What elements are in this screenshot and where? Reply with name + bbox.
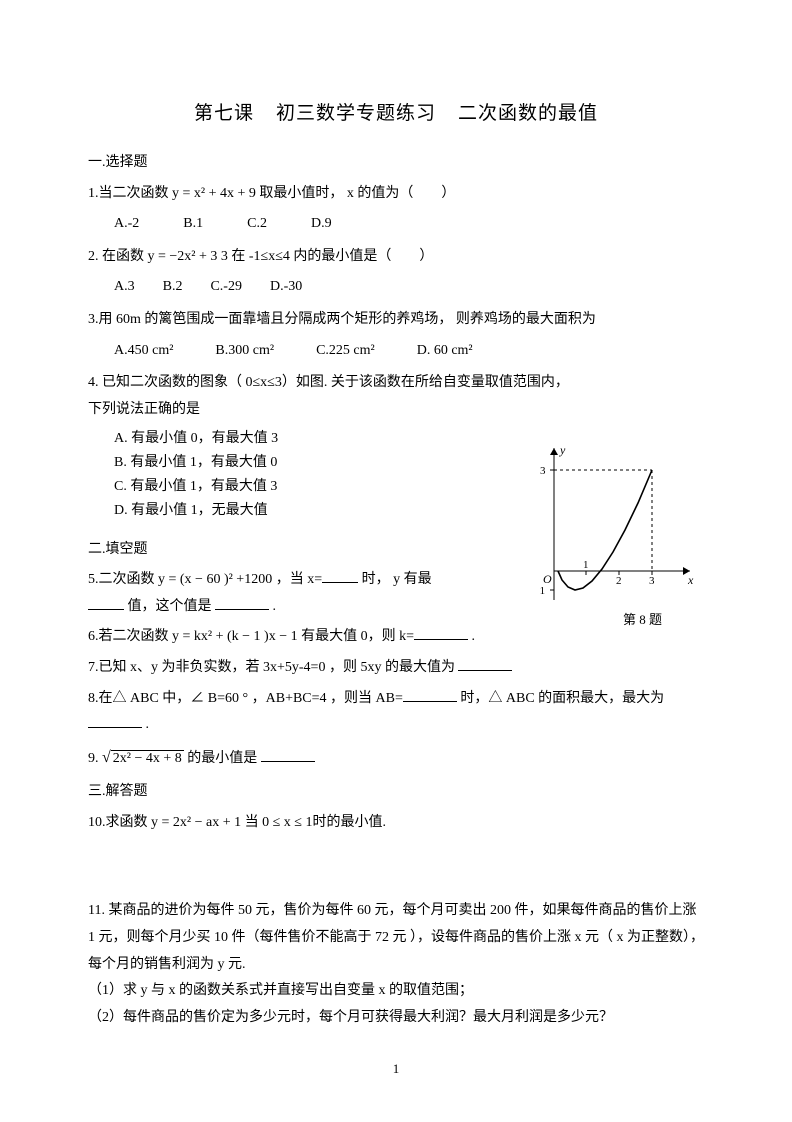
svg-text:3: 3 — [649, 575, 655, 587]
question-4: 4. 已知二次函数的图象（ 0≤x≤3）如图. 关于该函数在所给自变量取值范围内… — [88, 370, 704, 423]
question-2-options: A.3B.2C.-29D.-30 — [88, 274, 704, 301]
question-3-options: A.450 cm²B.300 cm²C.225 cm²D. 60 cm² — [88, 338, 704, 365]
question-8: 8.在△ ABC 中，∠ B=60 ° ，AB+BC=4 ，则当 AB= 时，△… — [88, 686, 704, 739]
question-6: 6.若二次函数 y = kx² + (k − 1 )x − 1 有最大值 0，则… — [88, 624, 704, 651]
svg-text:-1: -1 — [540, 585, 545, 597]
section-1-heading: 一.选择题 — [88, 150, 704, 177]
svg-text:2: 2 — [616, 575, 622, 587]
figure-caption: 第 8 题 — [623, 608, 662, 633]
page-title: 第七课初三数学专题练习二次函数的最值 — [88, 96, 704, 132]
svg-text:y: y — [559, 443, 566, 457]
question-4-figure: x y O 1 2 3 3 -1 — [540, 440, 700, 610]
svg-text:x: x — [687, 573, 694, 587]
question-10: 10.求函数 y = 2x² − ax + 1 当 0 ≤ x ≤ 1时的最小值… — [88, 810, 704, 837]
section-3-heading: 三.解答题 — [88, 779, 704, 806]
svg-text:3: 3 — [540, 465, 546, 477]
question-7: 7.已知 x、y 为非负实数，若 3x+5y-4=0 ，则 5xy 的最大值为 — [88, 655, 704, 682]
question-2: 2. 在函数 y = −2x² + 3 3 在 -1≤x≤4 内的最小值是（ ） — [88, 244, 704, 271]
question-1: 1.当二次函数 y = x² + 4x + 9 取最小值时， x 的值为（ ） — [88, 181, 704, 208]
page-number: 1 — [0, 1057, 792, 1082]
question-11: 11. 某商品的进价为每件 50 元，售价为每件 60 元，每个月可卖出 200… — [88, 898, 704, 1031]
question-1-options: A.-2B.1C.2D.9 — [88, 211, 704, 238]
parabola-curve — [558, 470, 652, 590]
svg-text:O: O — [543, 572, 552, 586]
svg-text:1: 1 — [583, 559, 589, 571]
question-3: 3.用 60m 的篱笆围成一面靠墙且分隔成两个矩形的养鸡场， 则养鸡场的最大面积… — [88, 307, 704, 334]
question-9: 9. √2x² − 4x + 8 的最小值是 — [88, 743, 704, 773]
